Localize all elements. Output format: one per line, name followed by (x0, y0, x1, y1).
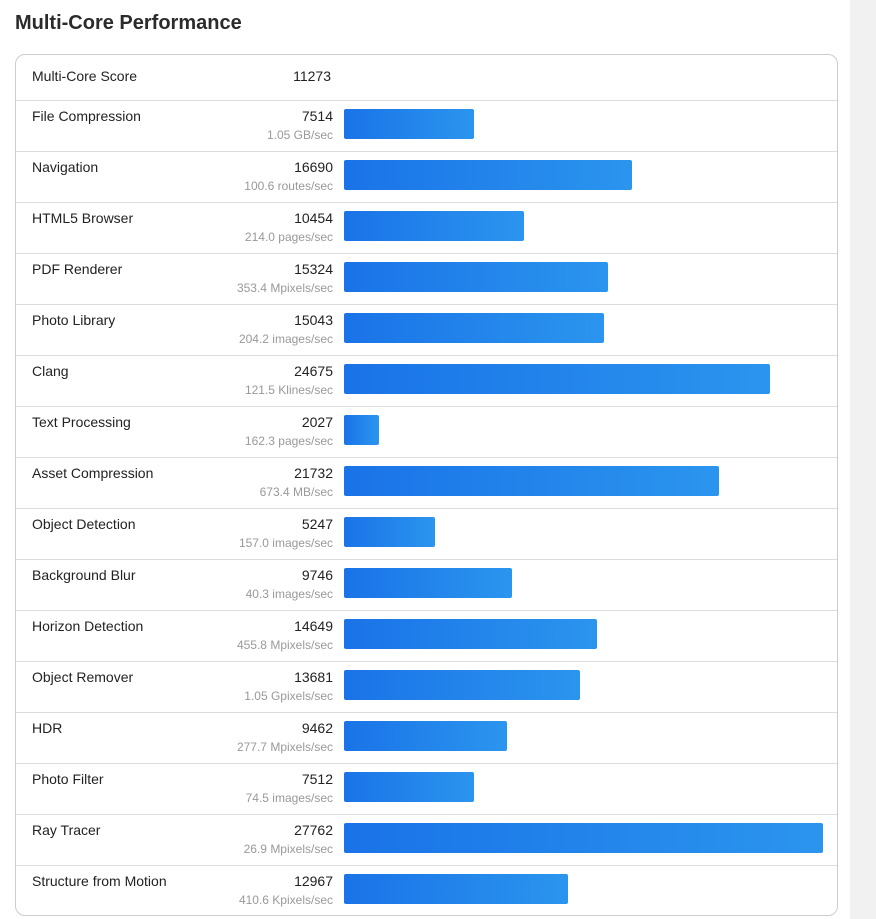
workload-name: HDR (32, 720, 63, 736)
workload-score: 15324 (294, 261, 333, 277)
workload-score: 9462 (301, 720, 333, 736)
result-row: Ray Tracer 27762 26.9 Mpixels/sec (16, 814, 837, 865)
workload-throughput: 74.5 images/sec (245, 791, 333, 805)
workload-score: 16690 (294, 159, 333, 175)
workload-throughput: 157.0 images/sec (238, 536, 333, 550)
workload-score: 7512 (301, 771, 333, 787)
workload-score: 14649 (294, 618, 333, 634)
workload-score: 2027 (301, 414, 333, 430)
result-row: File Compression 7514 1.05 GB/sec (16, 100, 837, 151)
workload-throughput: 26.9 Mpixels/sec (243, 842, 333, 856)
result-row: Text Processing 2027 162.3 pages/sec (16, 406, 837, 457)
score-bar (344, 160, 632, 190)
score-bar (344, 670, 581, 700)
workload-throughput: 1.05 Gpixels/sec (244, 689, 333, 703)
results-card: Multi-Core Score 11273 File Compression 7… (15, 54, 838, 916)
score-bar (344, 262, 609, 292)
result-row: HTML5 Browser 10454 214.0 pages/sec (16, 202, 837, 253)
workload-throughput: 121.5 Klines/sec (244, 383, 333, 397)
score-bar (344, 874, 568, 904)
score-bar (344, 772, 474, 802)
result-row: Background Blur 9746 40.3 images/sec (16, 559, 837, 610)
result-row: Photo Library 15043 204.2 images/sec (16, 304, 837, 355)
workload-name: PDF Renderer (32, 261, 123, 277)
result-row: PDF Renderer 15324 353.4 Mpixels/sec (16, 253, 837, 304)
workload-throughput: 214.0 pages/sec (244, 230, 333, 244)
workload-name: HTML5 Browser (32, 210, 134, 226)
workload-name: Asset Compression (32, 465, 154, 481)
workload-throughput: 40.3 images/sec (245, 587, 333, 601)
score-bar (344, 211, 525, 241)
workload-name: Ray Tracer (32, 822, 101, 838)
score-bar (344, 364, 770, 394)
score-bar (344, 823, 823, 853)
result-row: Horizon Detection 14649 455.8 Mpixels/sec (16, 610, 837, 661)
workload-throughput: 410.6 Kpixels/sec (238, 893, 333, 907)
result-row: Clang 24675 121.5 Klines/sec (16, 355, 837, 406)
workload-score: 7514 (301, 108, 333, 124)
score-bar (344, 466, 719, 496)
workload-throughput: 162.3 pages/sec (244, 434, 333, 448)
workload-name: Text Processing (32, 414, 131, 430)
workload-throughput: 277.7 Mpixels/sec (236, 740, 333, 754)
workload-score: 12967 (294, 873, 333, 889)
workload-name: File Compression (32, 108, 141, 124)
workload-throughput: 673.4 MB/sec (259, 485, 333, 499)
summary-score: 11273 (293, 68, 331, 84)
workload-throughput: 204.2 images/sec (238, 332, 333, 346)
workload-score: 15043 (294, 312, 333, 328)
workload-name: Object Detection (32, 516, 136, 532)
workload-score: 24675 (294, 363, 333, 379)
result-row: Structure from Motion 12967 410.6 Kpixels/… (16, 865, 837, 915)
workload-name: Object Remover (32, 669, 134, 685)
workload-throughput: 1.05 GB/sec (266, 128, 333, 142)
workload-score: 13681 (294, 669, 333, 685)
score-bar (344, 313, 604, 343)
workload-name: Background Blur (32, 567, 136, 583)
workload-score: 9746 (301, 567, 333, 583)
result-row: Navigation 16690 100.6 routes/sec (16, 151, 837, 202)
workload-score: 5247 (301, 516, 333, 532)
result-row: Object Detection 5247 157.0 images/sec (16, 508, 837, 559)
summary-label: Multi-Core Score (32, 68, 138, 84)
scroll-gutter (850, 0, 876, 919)
workload-throughput: 353.4 Mpixels/sec (236, 281, 333, 295)
workload-name: Photo Library (32, 312, 116, 328)
result-row: Photo Filter 7512 74.5 images/sec (16, 763, 837, 814)
workload-name: Photo Filter (32, 771, 104, 787)
score-bar (344, 517, 435, 547)
workload-score: 21732 (294, 465, 333, 481)
result-row: Asset Compression 21732 673.4 MB/sec (16, 457, 837, 508)
workload-score: 10454 (294, 210, 333, 226)
score-bar (344, 568, 513, 598)
workload-name: Navigation (32, 159, 99, 175)
result-row: Object Remover 13681 1.05 Gpixels/sec (16, 661, 837, 712)
workload-name: Horizon Detection (32, 618, 144, 634)
score-bar (344, 721, 508, 751)
workload-throughput: 100.6 routes/sec (244, 179, 333, 193)
workload-name: Clang (32, 363, 69, 379)
score-bar (344, 109, 474, 139)
page-title: Multi-Core Performance (15, 12, 242, 34)
workload-score: 27762 (294, 822, 333, 838)
score-bar (344, 619, 597, 649)
workload-throughput: 455.8 Mpixels/sec (236, 638, 333, 652)
result-row: HDR 9462 277.7 Mpixels/sec (16, 712, 837, 763)
workload-name: Structure from Motion (32, 873, 167, 889)
score-bar (344, 415, 379, 445)
